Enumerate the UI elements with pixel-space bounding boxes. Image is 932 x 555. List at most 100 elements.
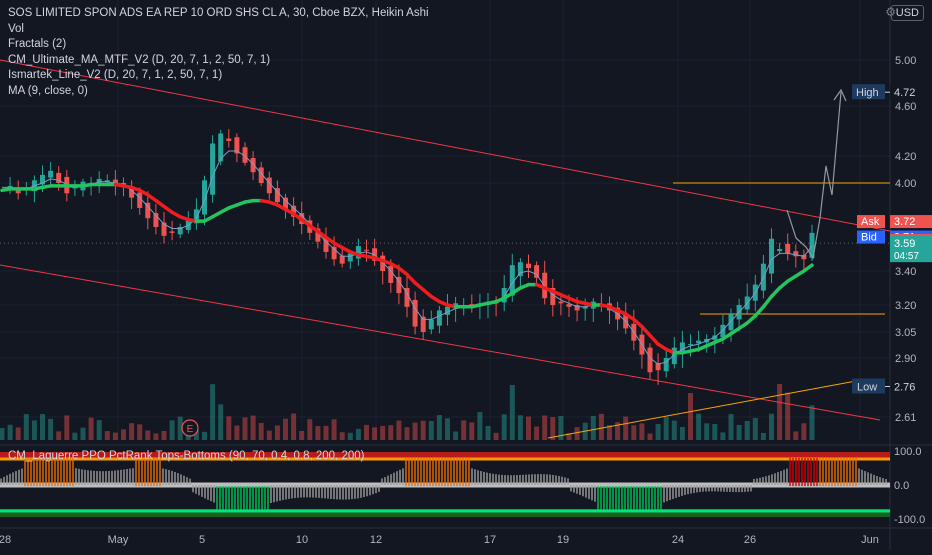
ultimate-ma-segment [640,324,652,338]
candle [663,350,669,378]
time-axis[interactable]: 28 May 5 10 12 17 19 24 26 Jun [0,534,879,546]
earnings-marker[interactable]: E [181,419,199,437]
candle [48,162,54,186]
volume-bar [412,422,418,440]
volume-bar [647,433,653,440]
volume-bar [112,432,118,440]
study-ma[interactable]: MA (9, close, 0) [8,84,88,97]
volume-bar [218,404,224,440]
channel-lower-line [0,264,881,421]
candle-body [801,254,807,260]
ultimate-ma-segment [745,314,758,325]
candle [420,309,426,340]
volume-bar [501,414,507,440]
candle-body [193,209,199,224]
candle-body [331,246,337,260]
ultimate-ma-segment [802,263,814,273]
candle-body [274,188,280,203]
candle [590,298,596,323]
study-vol[interactable]: Vol [8,22,24,35]
candle [218,129,224,166]
candle [339,247,345,268]
volume-bar [137,424,143,440]
time-tick-label: 12 [370,534,382,546]
candle [655,353,661,385]
indicator-title[interactable]: CM_Laguerre PPO PctRank Tops-Bottoms (90… [8,450,365,462]
projection-arrowhead [833,88,847,102]
candle-body [226,138,232,141]
candle-body [809,232,815,258]
volume-bar [598,413,604,440]
candle [550,279,556,317]
volume-bar [639,423,645,440]
time-tick-label: Jun [861,534,879,546]
volume-bar [145,430,151,440]
price-tick-label: 2.61 [895,412,916,424]
study-ismartek-line[interactable]: Ismartek_Line_V2 (D, 20, 7, 1, 2, 50, 7,… [8,69,223,81]
volume-bar [274,425,280,440]
volume-bar [793,431,799,440]
candle-body [129,186,135,198]
projection-path [786,91,842,260]
volume-bar [202,431,207,440]
candle-body [15,188,21,194]
candle [769,228,774,284]
volume-bars [0,384,815,440]
candle-body [355,246,361,259]
price-axis[interactable]: 5.00 4.60 4.20 4.00 3.40 3.20 3.05 2.90 2.61 [895,55,916,424]
candle-body [153,213,159,227]
candle-body [177,227,183,235]
ultimate-ma-segment [769,286,782,299]
bid-tag-label: Bid [861,232,877,244]
support-line [547,380,857,439]
candle-body [48,170,54,178]
volume-bar [663,417,669,440]
candle-body [104,180,110,182]
volume-bar [64,415,70,440]
volume-bar [517,415,523,440]
study-fractals[interactable]: Fractals (2) [8,38,67,50]
candle-body [339,255,345,264]
price-tick-label: 4.60 [895,101,916,113]
volume-bar [169,420,175,440]
indicator-tick-label: -100.0 [894,514,925,526]
volume-bar [15,427,21,440]
price-tick-label: 4.20 [895,151,916,163]
volume-bar [96,420,102,440]
volume-bar [299,430,305,440]
candle [193,198,199,230]
volume-bar [752,418,758,440]
volume-bar [679,426,685,440]
high-tag-label: High [856,87,879,99]
candle [242,142,248,166]
volume-bar [801,423,807,440]
candle [436,305,442,334]
candle-body [40,174,45,185]
study-cm-ultimate-ma[interactable]: CM_Ultimate_MA_MTF_V2 (D, 20, 7, 1, 2, 5… [8,53,271,66]
volume-bar [534,426,540,440]
volume-bar [688,393,693,440]
volume-bar [655,424,661,440]
price-tick-label: 3.40 [895,266,916,278]
time-tick-label: May [108,534,129,546]
ultimate-ma-segment [405,272,417,285]
gear-icon[interactable]: ⚙ [885,5,896,19]
candle-body [582,306,588,309]
low-tag-bg [852,378,885,394]
candle [469,294,475,313]
currency-button[interactable]: USD [890,5,924,21]
candle-body [793,251,799,257]
candle-body [323,237,329,252]
candle-body [501,288,507,303]
candle-body [145,202,151,219]
volume-bar [7,424,13,440]
time-tick-label: 10 [296,534,308,546]
ultimate-ma-segment [413,281,425,292]
candle-body [202,180,207,215]
candle-body [777,249,783,252]
volume-bar [469,422,475,440]
volume-bar [258,423,264,440]
time-tick-label: 17 [484,534,496,546]
volume-bar [485,426,491,440]
